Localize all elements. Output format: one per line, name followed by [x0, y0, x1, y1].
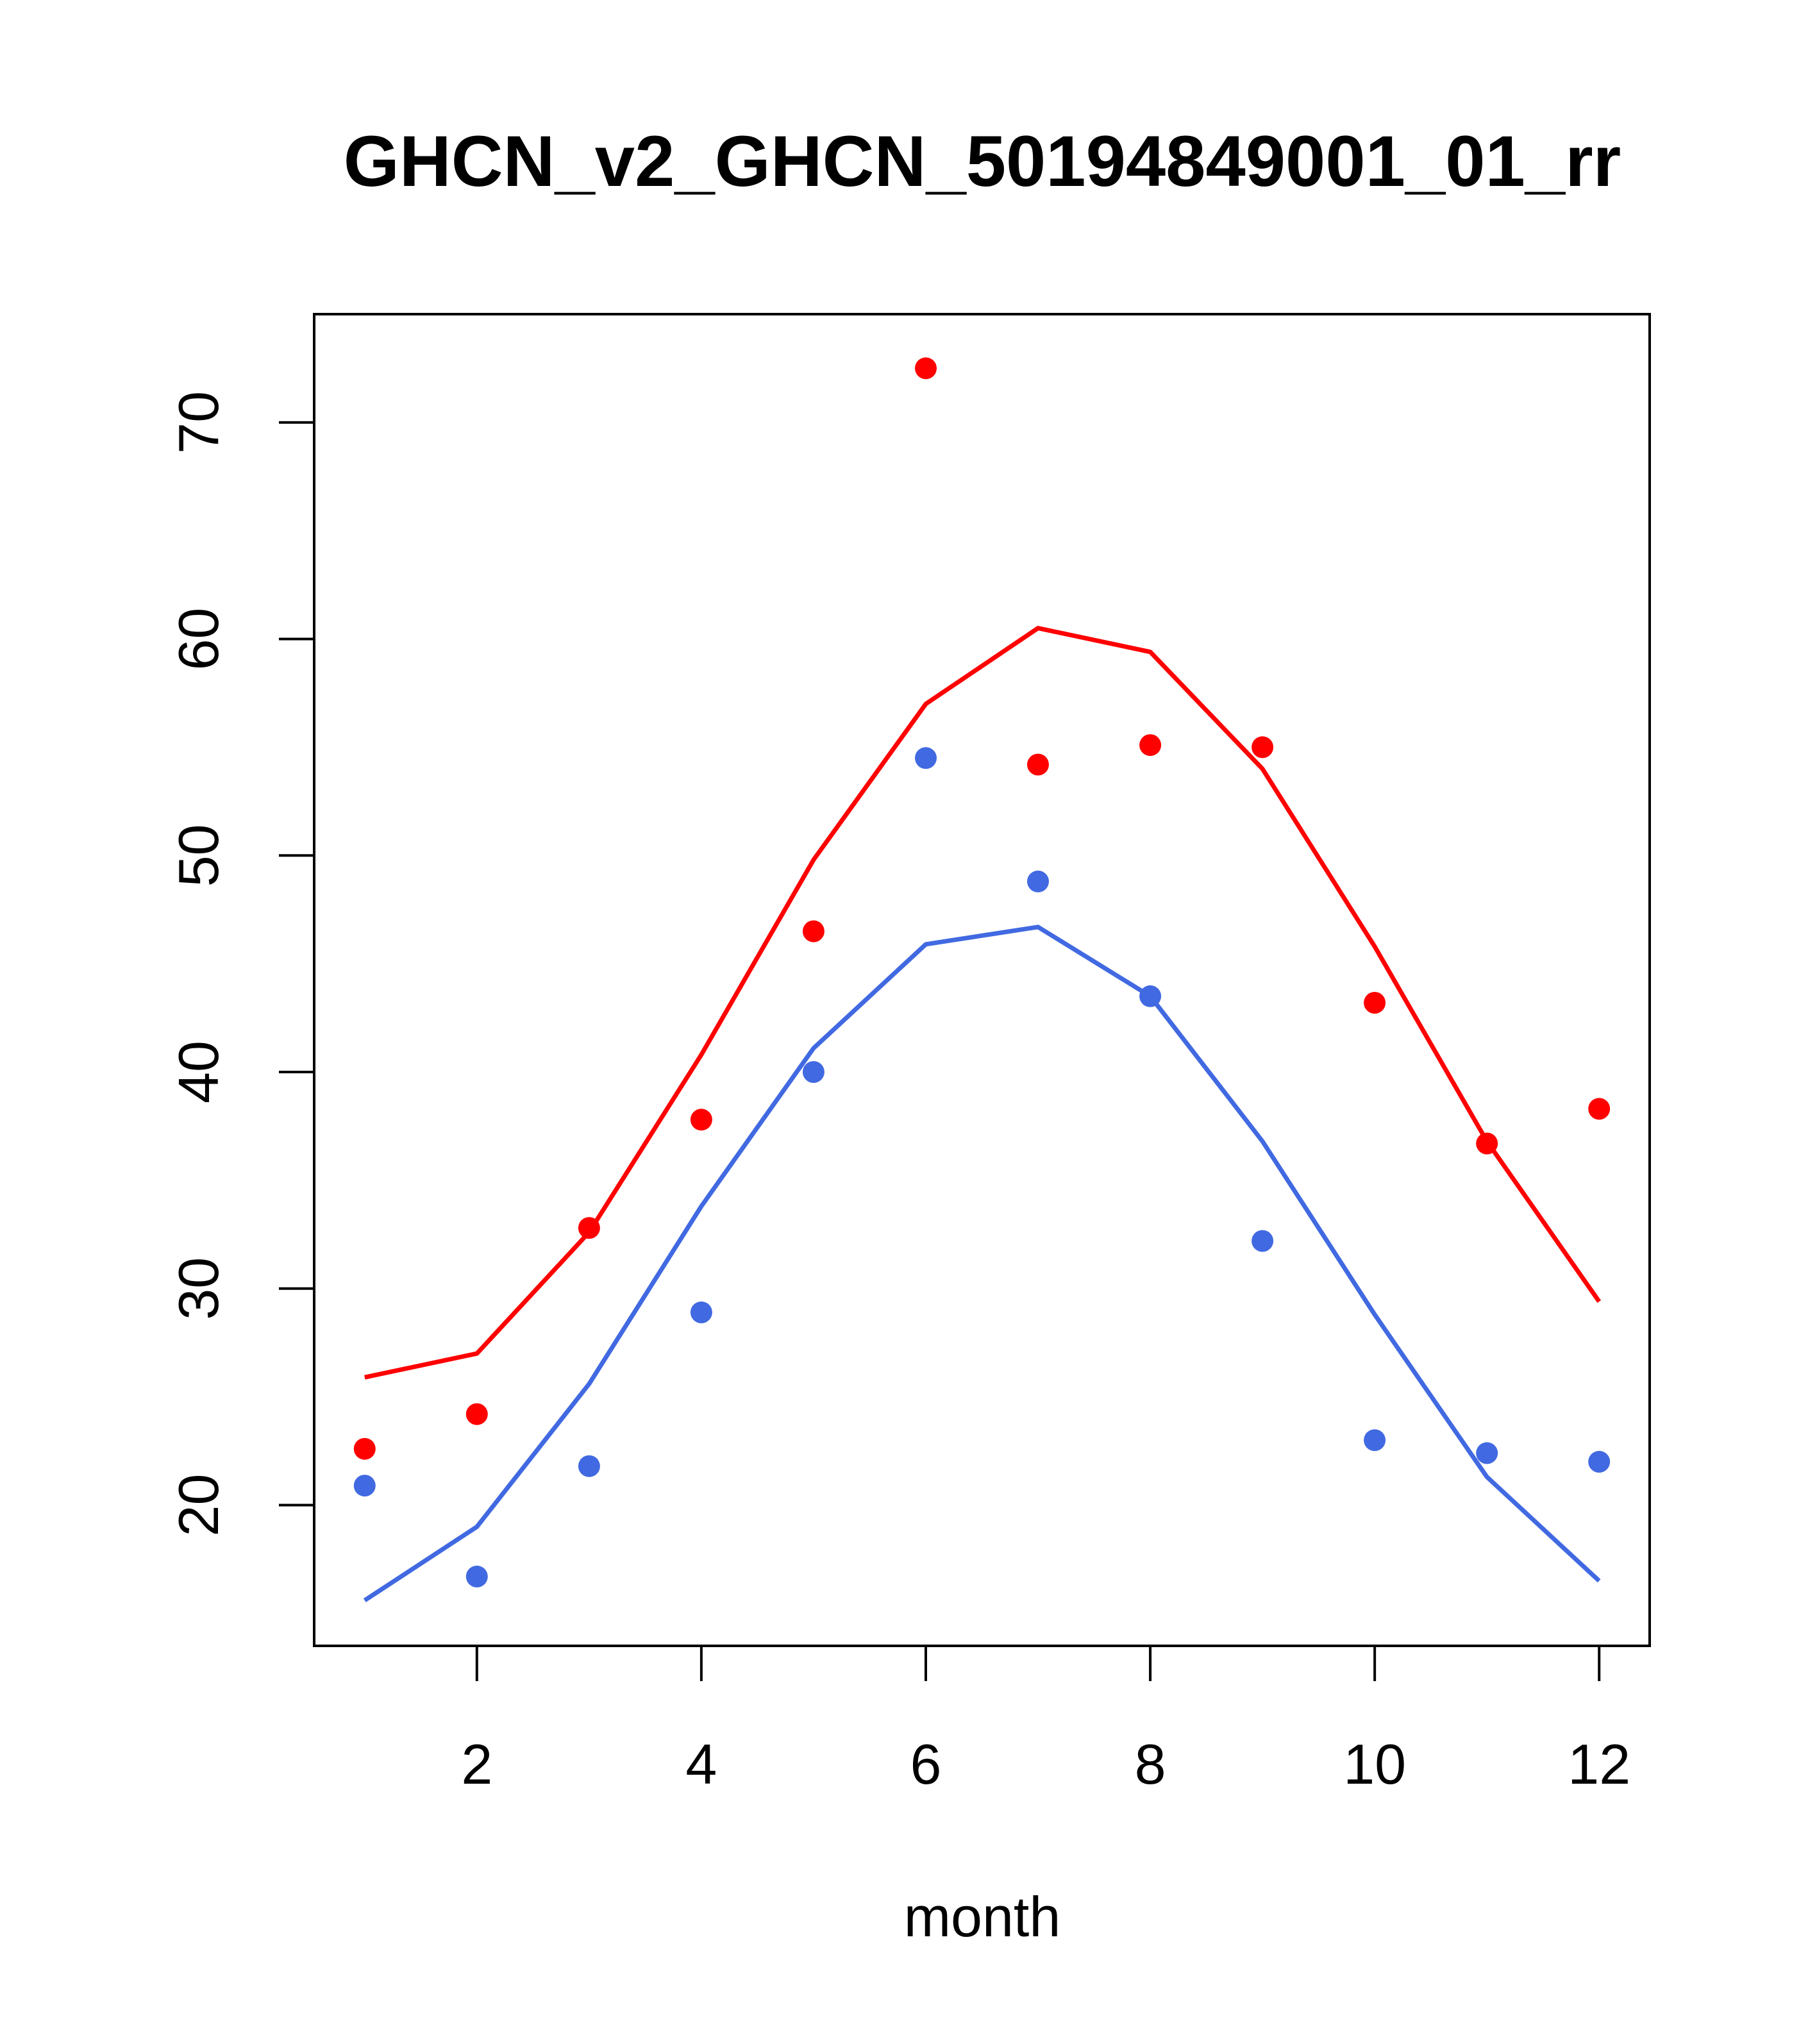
- series-1-point-3: [690, 1109, 712, 1131]
- series-3-point-0: [353, 1475, 376, 1497]
- series-3-point-3: [690, 1301, 712, 1323]
- series-1-point-7: [1139, 734, 1162, 757]
- series-1-point-6: [1027, 753, 1049, 776]
- y-tick-label-3: 50: [167, 824, 230, 887]
- x-tick-label-5: 12: [1568, 1732, 1630, 1796]
- plot-frame: [313, 313, 1651, 1647]
- series-1-point-11: [1588, 1098, 1611, 1120]
- series-1-point-4: [802, 920, 825, 942]
- series-3-point-4: [802, 1061, 825, 1083]
- x-tick-label-0: 2: [461, 1732, 492, 1796]
- series-3-point-5: [915, 747, 937, 769]
- x-tick-label-3: 8: [1135, 1732, 1166, 1796]
- series-1-point-2: [578, 1217, 600, 1239]
- series-1-point-0: [353, 1437, 376, 1460]
- y-tick-label-2: 40: [167, 1041, 230, 1103]
- series-3-point-2: [578, 1455, 600, 1477]
- series-1-point-5: [915, 357, 937, 380]
- chart-title: GHCN_v2_GHCN_50194849001_01_rr: [344, 121, 1621, 201]
- series-3-point-9: [1364, 1429, 1386, 1452]
- series-layer: [353, 357, 1611, 1603]
- y-tick-label-4: 60: [167, 608, 230, 671]
- series-1-point-9: [1364, 992, 1386, 1014]
- series-3-point-11: [1588, 1450, 1611, 1473]
- x-tick-label-2: 6: [910, 1732, 942, 1796]
- series-3-point-1: [465, 1565, 488, 1587]
- x-axis-label: month: [904, 1885, 1061, 1948]
- y-tick-label-0: 20: [167, 1474, 230, 1537]
- series-3-point-7: [1139, 985, 1162, 1007]
- x-tick-label-1: 4: [685, 1732, 717, 1796]
- x-axis: 2 4 6 8 10 12: [461, 1646, 1630, 1796]
- series-1-point-1: [465, 1403, 488, 1425]
- x-tick-label-4: 10: [1343, 1732, 1406, 1796]
- series-3-point-10: [1476, 1442, 1498, 1464]
- series-3-point-8: [1252, 1230, 1274, 1252]
- y-tick-label-1: 30: [167, 1257, 230, 1320]
- series-1-point-8: [1252, 736, 1274, 758]
- series-1-point-10: [1476, 1132, 1498, 1155]
- series-2-line: [363, 925, 1601, 1603]
- y-axis: 20 30 40 50 60 70: [167, 391, 314, 1537]
- y-tick-label-5: 70: [167, 391, 230, 454]
- series-3-point-6: [1027, 870, 1049, 892]
- series-0-line: [364, 626, 1602, 1380]
